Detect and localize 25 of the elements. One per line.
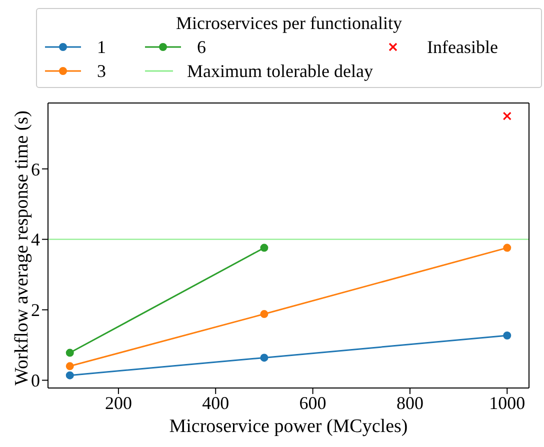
point [503,244,512,252]
x-tick-label: 1000 [489,392,526,413]
x-tick-label: 600 [299,392,326,413]
y-tick-label: 2 [31,300,40,320]
legend-label: Maximum tolerable delay [187,60,373,82]
legend-label: 6 [197,36,206,58]
x-tick-label: 200 [104,392,132,413]
x-tick-label: 800 [396,392,424,413]
point [260,354,268,362]
point [502,112,512,120]
point [66,371,74,380]
x-tick-label: 400 [202,392,230,413]
legend-label: 3 [97,60,106,82]
point [66,348,74,357]
point [66,362,74,370]
y-tick-label: 0 [31,370,40,391]
legend-label: Infeasible [427,36,498,58]
x-axis-title: Microservice power (MCycles) [169,416,408,437]
point [260,244,268,252]
legend-label: 1 [97,36,106,58]
point [260,310,268,318]
legend-title: Microservices per functionality [175,12,403,35]
y-tick-label: 4 [31,230,40,250]
y-tick-label: 6 [31,159,40,180]
point [503,332,512,340]
